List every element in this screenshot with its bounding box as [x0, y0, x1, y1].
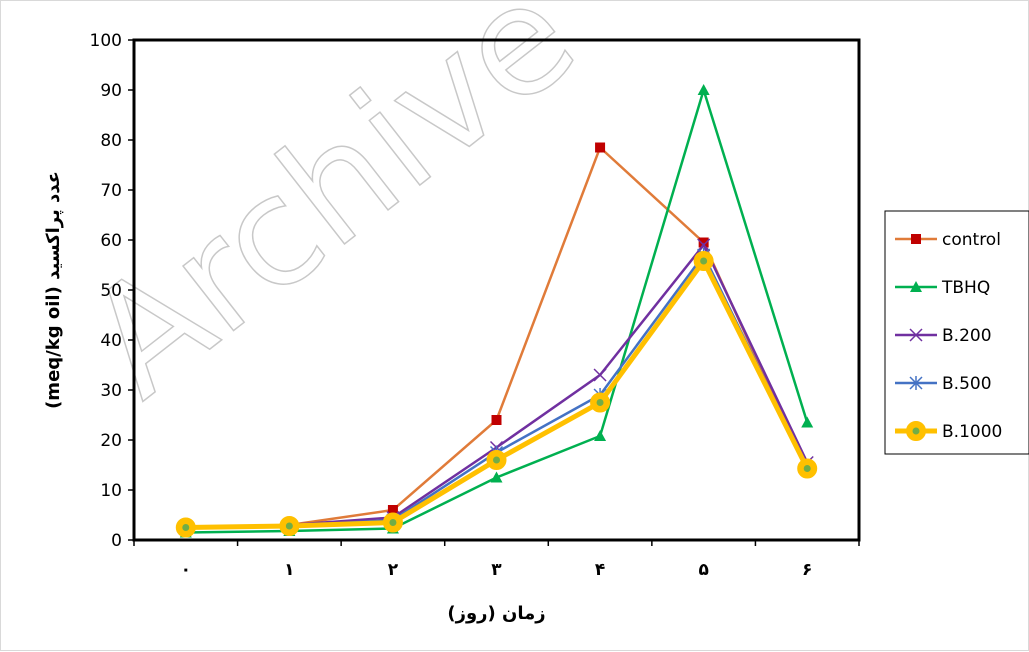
b200-marker	[909, 328, 923, 342]
control-marker	[595, 142, 606, 153]
legend-label-b1000: B.1000	[942, 422, 1002, 442]
y-tick-label: 40	[100, 331, 122, 351]
x-tick-label: ۲	[388, 560, 399, 580]
legend-box	[884, 210, 1029, 455]
y-tick-label: 100	[90, 31, 122, 51]
control-marker	[911, 234, 921, 244]
b1000-marker-center	[493, 456, 500, 464]
legend-item-control: control	[895, 230, 1001, 250]
legend-layer: control TBHQ B.200 B.500 B.1000	[884, 210, 1029, 455]
control-marker	[491, 415, 502, 425]
x-axis-title: زمان (روز)	[447, 603, 545, 624]
title-layer: زمان (روز) عدد پراکسید (meq/kg oil)	[43, 171, 546, 624]
legend-label-b500: B.500	[942, 374, 992, 394]
y-tick-label: 50	[100, 281, 122, 301]
tbhq-marker	[594, 430, 607, 441]
b1000-marker-center	[285, 522, 293, 530]
b1000-marker-center	[803, 465, 811, 472]
tbhq-marker	[910, 281, 922, 292]
b200-marker-stroke	[909, 328, 923, 342]
series-b1000	[175, 251, 818, 538]
control-marker	[698, 237, 709, 248]
tbhq-marker	[697, 84, 710, 95]
legend-item-b200: B.200	[895, 326, 992, 346]
legend-item-b1000: B.1000	[895, 421, 1002, 442]
b1000-marker-center	[700, 257, 708, 265]
x-tick-label: ۰	[181, 560, 191, 580]
b200-marker	[697, 238, 711, 252]
x-tick-label: ۶	[802, 560, 812, 580]
legend-item-b500: B.500	[895, 374, 992, 394]
b1000-marker-center	[182, 524, 190, 531]
legend-item-tbhq: TBHQ	[895, 278, 990, 298]
y-tick-label: 10	[100, 481, 122, 501]
watermark-layer: Archive	[56, 1, 607, 431]
tbhq-marker	[801, 416, 814, 428]
b1000-marker-center	[912, 427, 920, 435]
b200-marker-stroke	[593, 368, 607, 382]
legend-label-control: control	[942, 230, 1001, 250]
x-tick-label: ۴	[595, 560, 605, 580]
y-tick-label: 0	[111, 531, 122, 551]
watermark-text: Archive	[57, 1, 606, 431]
y-tick-label: 90	[100, 81, 122, 101]
y-axis-title: عدد پراکسید (meq/kg oil)	[43, 171, 64, 409]
x-tick-label: ۵	[698, 560, 708, 580]
b1000-marker-center	[389, 519, 397, 526]
tbhq-marker	[490, 471, 503, 483]
b500-marker	[909, 376, 923, 390]
legend-label-tbhq: TBHQ	[941, 278, 990, 298]
y-tick-label: 70	[100, 181, 122, 201]
b200-marker-stroke	[697, 238, 711, 252]
b200-marker	[593, 368, 607, 382]
y-tick-label: 30	[100, 381, 122, 401]
y-tick-label: 20	[100, 431, 122, 451]
y-tick-label: 80	[100, 131, 122, 151]
b1000-marker-center	[596, 399, 604, 406]
legend-label-b200: B.200	[942, 326, 992, 346]
y-tick-label: 60	[100, 231, 122, 251]
axes-layer: 0 10 20 30 40 50 60 70 80 90 100 ۰ ۱ ۲ ۳ ۴ ۵ ۶	[90, 31, 861, 580]
control-marker	[387, 505, 398, 515]
series-layer	[175, 84, 818, 538]
x-tick-label: ۳	[491, 560, 502, 580]
x-tick-label: ۱	[284, 560, 294, 580]
